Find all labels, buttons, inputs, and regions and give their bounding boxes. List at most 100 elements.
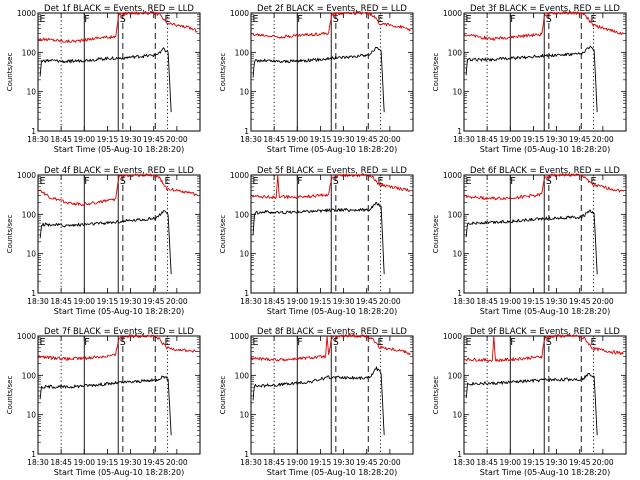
x-tick-label: 20:00: [166, 458, 188, 467]
x-tick-label: 20:00: [166, 135, 188, 144]
x-tick-label: 18:30: [453, 135, 475, 144]
series-lld-line: [38, 173, 198, 207]
y-tick-label: 1000: [17, 332, 36, 341]
region-label: F: [84, 14, 89, 25]
panel-title: Det 2f BLACK = Events, RED = LLD: [257, 4, 407, 14]
panel-title: Det 1f BLACK = Events, RED = LLD: [44, 4, 194, 14]
panel-9: Det 9f BLACK = Events, RED = LLD Counts/s…: [432, 327, 627, 477]
y-tick-label: 10: [452, 411, 462, 420]
x-tick-label: 19:00: [499, 297, 521, 306]
x-tick-label: 19:15: [97, 458, 119, 467]
x-tick-label: 18:45: [476, 135, 498, 144]
plot-frame: [37, 12, 201, 132]
series-lld-line: [251, 173, 411, 200]
region-label: F: [510, 14, 515, 25]
y-tick-label: 1: [244, 127, 249, 136]
x-tick-label: 20:00: [379, 458, 401, 467]
y-tick-label: 10: [452, 250, 462, 259]
x-tick-label: 18:30: [27, 135, 49, 144]
x-tick-label: 18:45: [50, 297, 72, 306]
region-label: E: [378, 337, 384, 348]
x-tick-label: 19:30: [120, 297, 142, 306]
series-lld-line: [38, 333, 198, 361]
y-tick-label: 1000: [443, 9, 462, 18]
y-axis-label: Counts/sec: [219, 53, 227, 92]
x-tick-label: 19:15: [310, 458, 332, 467]
region-label: F: [84, 337, 89, 348]
x-tick-label: 19:30: [546, 458, 568, 467]
x-tick-label: 19:30: [333, 458, 355, 467]
region-label: E: [40, 176, 46, 187]
y-tick-label: 1: [31, 289, 36, 298]
y-tick-label: 1: [244, 450, 249, 459]
x-axis-label: Start Time (05-Aug-10 18:28:20): [267, 145, 398, 154]
y-tick-label: 10: [26, 411, 36, 420]
panel-3: Det 3f BLACK = Events, RED = LLD Counts/s…: [432, 4, 627, 154]
x-tick-label: 19:30: [120, 458, 142, 467]
y-tick-label: 100: [22, 48, 37, 57]
region-label: S: [546, 14, 552, 25]
x-tick-label: 18:45: [263, 458, 285, 467]
plot-frame: [250, 335, 414, 455]
x-tick-label: 19:30: [333, 297, 355, 306]
region-label: E: [591, 176, 597, 187]
y-axis-label: Counts/sec: [6, 53, 14, 92]
x-axis-label: Start Time (05-Aug-10 18:28:20): [480, 145, 611, 154]
x-tick-label: 19:15: [523, 458, 545, 467]
x-tick-label: 19:45: [569, 297, 591, 306]
y-axis-label: Counts/sec: [6, 376, 14, 415]
x-tick-label: 18:45: [263, 297, 285, 306]
region-label: E: [378, 176, 384, 187]
x-tick-label: 19:00: [73, 297, 95, 306]
panel-6: Det 6f BLACK = Events, RED = LLD Counts/s…: [432, 166, 627, 316]
x-tick-label: 19:15: [97, 135, 119, 144]
y-tick-label: 1000: [230, 9, 249, 18]
y-tick-label: 1: [31, 127, 36, 136]
x-tick-label: 19:15: [523, 297, 545, 306]
x-tick-label: 18:30: [240, 297, 262, 306]
panel-title: Det 4f BLACK = Events, RED = LLD: [44, 166, 194, 176]
y-axis-label: Counts/sec: [432, 215, 440, 254]
region-label: F: [297, 337, 302, 348]
region-label: F: [510, 176, 515, 187]
y-axis-label: Counts/sec: [6, 215, 14, 254]
y-tick-label: 100: [448, 210, 463, 219]
y-axis-label: Counts/sec: [219, 376, 227, 415]
y-axis-label: Counts/sec: [432, 53, 440, 92]
x-tick-label: 20:00: [166, 297, 188, 306]
panel-title: Det 6f BLACK = Events, RED = LLD: [470, 166, 620, 176]
region-label: E: [466, 337, 472, 348]
y-tick-label: 1: [457, 127, 462, 136]
region-label: E: [165, 337, 171, 348]
panel-title: Det 8f BLACK = Events, RED = LLD: [257, 327, 407, 337]
x-tick-label: 19:00: [499, 458, 521, 467]
series-events-line: [39, 210, 172, 275]
x-tick-label: 20:00: [592, 297, 614, 306]
series-lld-line: [464, 173, 624, 201]
plot-frame: [463, 335, 627, 455]
x-tick-label: 20:00: [379, 297, 401, 306]
y-tick-label: 10: [239, 88, 249, 97]
x-axis-label: Start Time (05-Aug-10 18:28:20): [54, 145, 185, 154]
region-label: F: [510, 337, 515, 348]
x-tick-label: 18:45: [263, 135, 285, 144]
plot-frame: [37, 174, 201, 294]
region-label: E: [40, 14, 46, 25]
x-tick-label: 19:45: [143, 297, 165, 306]
series-events-line: [39, 47, 172, 113]
x-tick-label: 18:30: [27, 458, 49, 467]
series-events-line: [465, 372, 598, 436]
region-label: E: [253, 176, 259, 187]
y-tick-label: 1000: [230, 332, 249, 341]
x-tick-label: 20:00: [592, 458, 614, 467]
plot-frame: [250, 12, 414, 132]
x-tick-label: 19:00: [286, 297, 308, 306]
x-tick-label: 18:30: [27, 297, 49, 306]
series-events-line: [252, 366, 385, 436]
x-axis-label: Start Time (05-Aug-10 18:28:20): [267, 307, 398, 316]
region-label: S: [546, 176, 552, 187]
panel-2: Det 2f BLACK = Events, RED = LLD Counts/s…: [219, 4, 414, 154]
x-tick-label: 18:30: [240, 135, 262, 144]
panel-7: Det 7f BLACK = Events, RED = LLD Counts/s…: [6, 327, 201, 477]
x-tick-label: 19:15: [310, 297, 332, 306]
